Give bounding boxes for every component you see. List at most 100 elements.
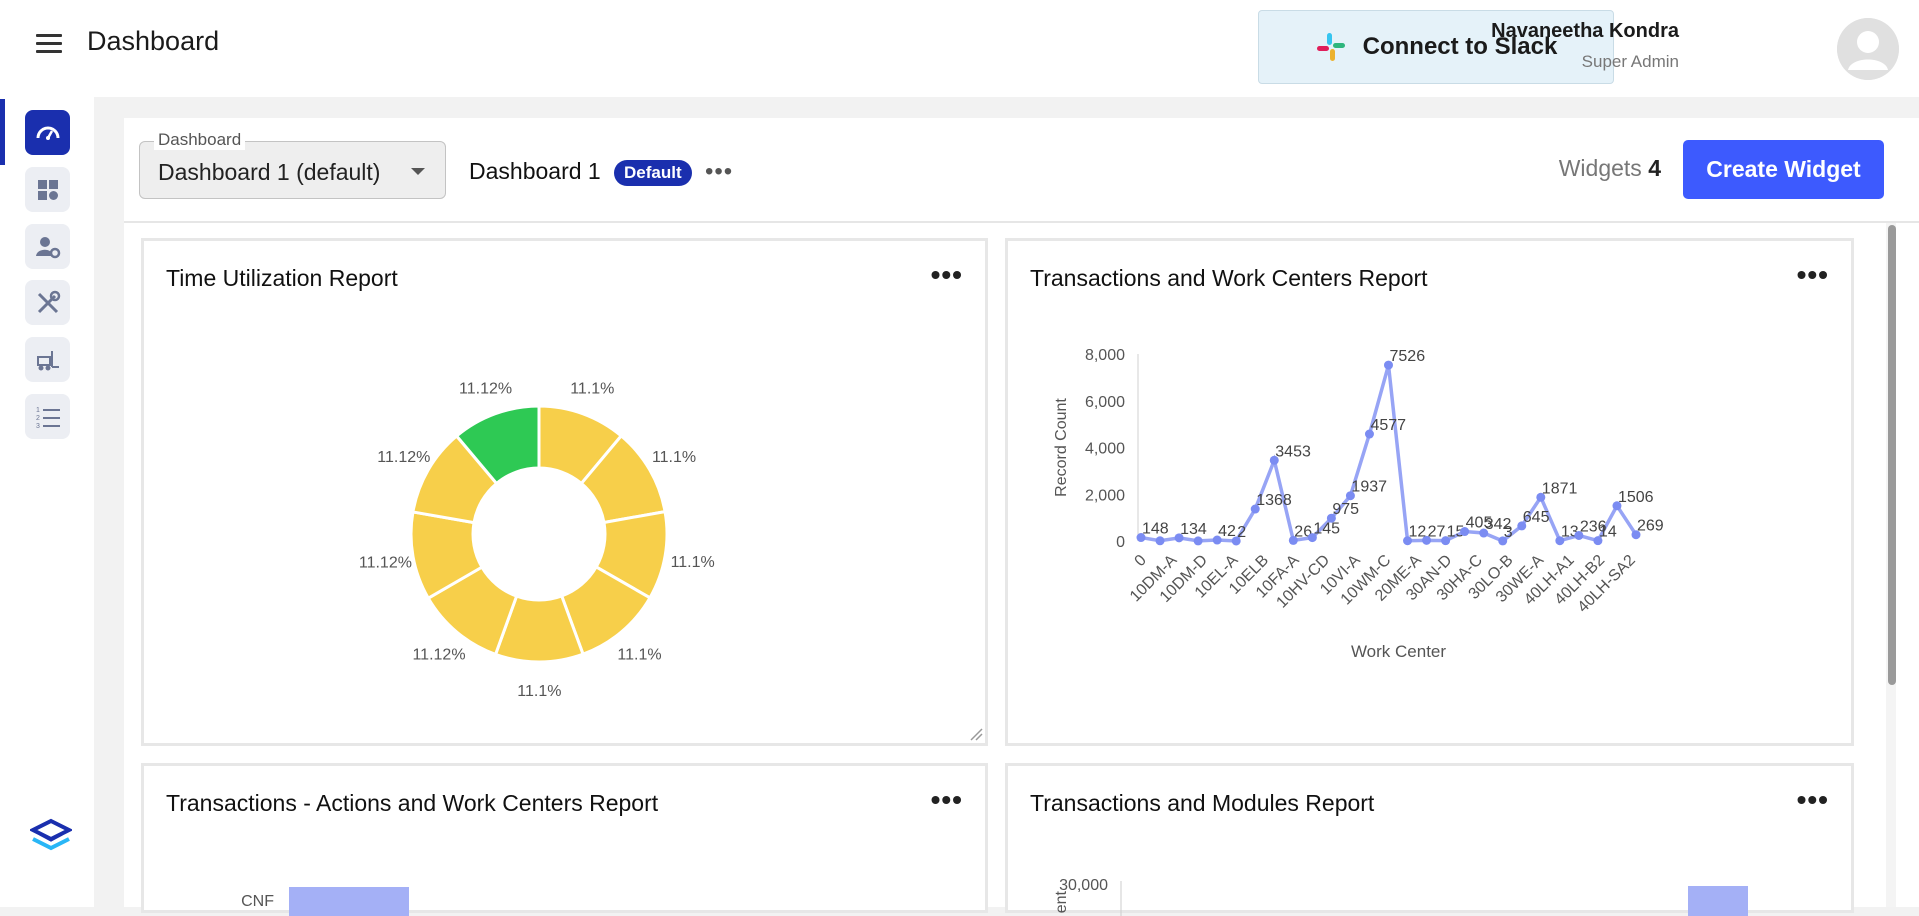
widget-more-icon[interactable]: ••• <box>1796 784 1829 815</box>
gauge-icon <box>36 126 59 140</box>
data-label: 1871 <box>1542 480 1578 497</box>
forklift-icon <box>36 350 59 370</box>
slice-label: 11.12% <box>377 449 430 466</box>
data-point <box>1231 536 1241 546</box>
data-label: 1937 <box>1351 479 1387 496</box>
data-point <box>1460 527 1470 537</box>
create-widget-button[interactable]: Create Widget <box>1683 140 1884 199</box>
data-point <box>1288 535 1298 545</box>
slice-label: 11.12% <box>359 554 412 571</box>
data-point <box>1574 530 1584 540</box>
data-label: 42 <box>1218 523 1236 540</box>
dashboard-select[interactable]: Dashboard Dashboard 1 (default) <box>139 130 446 199</box>
data-label: 27 <box>1428 523 1446 540</box>
user-settings-icon <box>35 236 60 258</box>
widgets-icon <box>37 179 58 200</box>
bar <box>289 887 409 916</box>
svg-text:3: 3 <box>36 423 40 430</box>
sidebar-item-tools[interactable] <box>25 280 70 325</box>
chevron-down-icon <box>411 168 425 175</box>
slice-label: 11.1% <box>652 449 696 466</box>
y-tick-label: 4,000 <box>1085 441 1125 458</box>
widget-transactions-work-centers: Transactions and Work Centers Report •••… <box>1005 238 1854 746</box>
slice-label: 11.1% <box>671 554 715 571</box>
widgets-count-label: Widgets <box>1558 155 1642 181</box>
widget-title: Transactions and Modules Report <box>1030 790 1375 816</box>
data-point <box>1631 530 1641 540</box>
bar-chart: 30,000 ent <box>1053 877 1748 916</box>
data-label: 3453 <box>1275 443 1311 460</box>
slice-label: 11.1% <box>570 380 614 397</box>
line-chart: 0 2,000 4,000 6,000 8,000 Record Count 148 134 4… <box>1053 347 1664 661</box>
sidebar-item-list[interactable]: 1 2 3 <box>25 394 70 439</box>
data-label: 3 <box>1504 524 1513 541</box>
sidebar-item-dashboard[interactable] <box>25 110 70 155</box>
data-point <box>1536 492 1546 502</box>
data-label: 1368 <box>1256 492 1292 509</box>
data-point <box>1555 536 1565 546</box>
data-label: 12 <box>1409 524 1427 541</box>
data-label: 7526 <box>1390 348 1426 365</box>
connect-slack-button[interactable]: Connect to Slack <box>1258 10 1614 84</box>
avatar[interactable] <box>1837 18 1899 80</box>
widget-actions-work-centers: Transactions - Actions and Work Centers … <box>141 763 988 916</box>
default-badge: Default <box>614 160 692 186</box>
data-point <box>1593 536 1603 546</box>
y-tick-label: 8,000 <box>1085 347 1125 364</box>
data-label: 645 <box>1523 509 1550 526</box>
data-label: 342 <box>1485 516 1512 533</box>
data-label: 13 <box>1561 524 1579 541</box>
data-point <box>1212 535 1222 545</box>
data-label: 26 <box>1294 523 1312 540</box>
widget-more-icon[interactable]: ••• <box>930 259 963 290</box>
data-point <box>1479 528 1489 538</box>
widget-more-icon[interactable]: ••• <box>1796 259 1829 290</box>
category-tick-label: CNF <box>241 893 274 910</box>
dashboard-more-icon[interactable]: ••• <box>705 158 734 185</box>
app-logo-icon <box>30 818 72 851</box>
bar-chart: CNF <box>241 887 409 916</box>
sidebar-item-widgets[interactable] <box>25 167 70 212</box>
resize-handle-icon[interactable] <box>969 727 983 741</box>
list-icon: 1 2 3 <box>36 407 60 430</box>
data-point <box>1136 533 1146 543</box>
y-axis-label: ent <box>1053 890 1070 913</box>
widget-title: Transactions and Work Centers Report <box>1030 265 1428 291</box>
slice-label: 11.12% <box>412 647 465 664</box>
data-point <box>1612 501 1622 511</box>
top-bar: Dashboard Connect to Slack Navaneetha Ko… <box>0 0 1919 97</box>
sidebar: 1 2 3 <box>0 97 94 907</box>
donut-chart: 11.1% 11.1% 11.1% 11.1% 11.1% 11.12% 11.12% 11.… <box>359 380 715 700</box>
scrollbar-thumb[interactable] <box>1888 225 1896 685</box>
y-tick-label: 2,000 <box>1085 487 1125 504</box>
data-point <box>1517 521 1527 531</box>
svg-text:1: 1 <box>36 407 40 414</box>
sidebar-item-user-settings[interactable] <box>25 224 70 269</box>
data-label: 405 <box>1466 515 1493 532</box>
y-tick-label: 30,000 <box>1059 877 1108 894</box>
data-point <box>1345 491 1355 501</box>
widgets-count: Widgets 4 <box>1559 155 1661 182</box>
sidebar-item-equipment[interactable] <box>25 337 70 382</box>
page-title: Dashboard <box>87 26 220 56</box>
x-axis-label: Work Center <box>1351 642 1446 661</box>
data-point <box>1384 360 1393 370</box>
dashboard-select-value: Dashboard 1 (default) <box>158 159 381 185</box>
data-label: 145 <box>1313 521 1340 538</box>
widgets-count-value: 4 <box>1648 155 1661 181</box>
data-point <box>1326 513 1336 523</box>
dashboard-name: Dashboard 1 <box>469 158 601 184</box>
menu-icon[interactable] <box>36 34 62 54</box>
slack-icon <box>1316 33 1345 61</box>
slice-label: 11.12% <box>459 380 512 397</box>
series-line <box>1140 364 1638 543</box>
x-tick-label: 0 <box>1132 552 1150 570</box>
slice-label: 11.1% <box>617 646 661 663</box>
data-point <box>1193 536 1203 546</box>
widget-more-icon[interactable]: ••• <box>930 784 963 815</box>
slack-button-label: Connect to Slack <box>1362 33 1558 60</box>
user-avatar-icon <box>1837 18 1899 80</box>
data-point <box>1250 504 1260 514</box>
bar <box>1688 886 1748 916</box>
data-label: 1506 <box>1618 489 1654 506</box>
